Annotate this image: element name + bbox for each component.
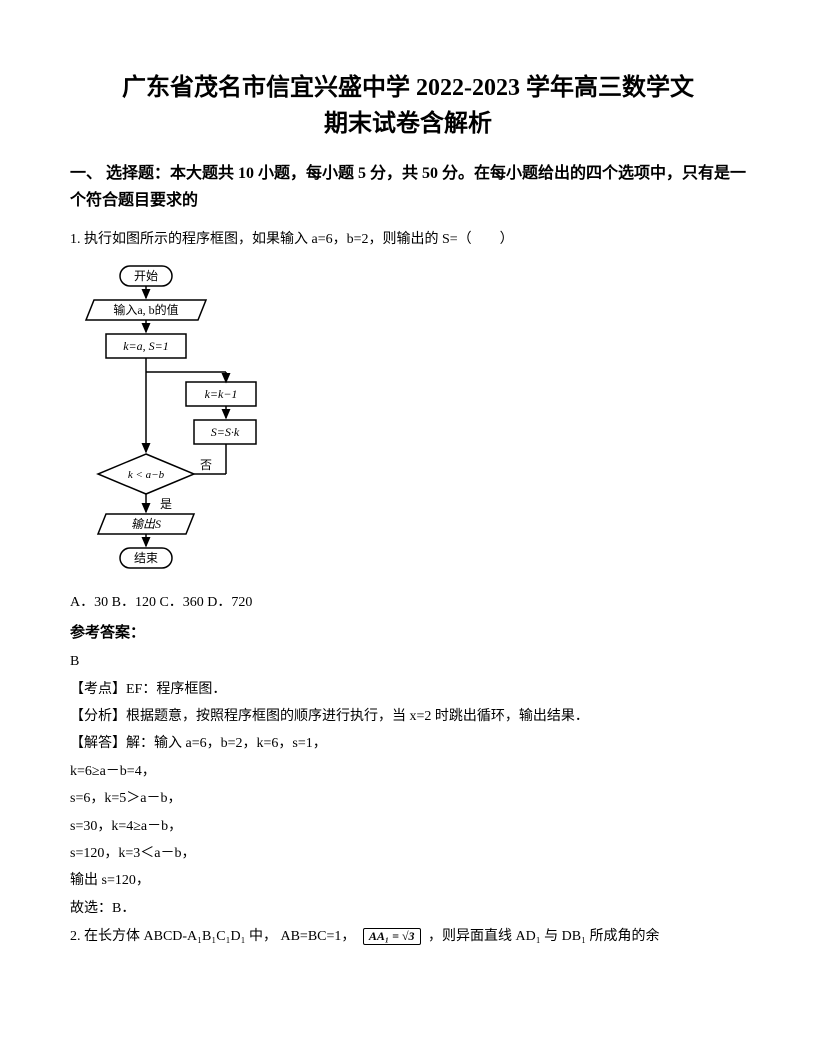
svg-text:输入a, b的值: 输入a, b的值 [113, 302, 178, 317]
q2-suffix: ，则异面直线 AD₁ 与 DB₁ 所成角的余 [428, 929, 659, 944]
q2-formula: AA₁ = √3 [363, 928, 421, 945]
svg-text:S=S·k: S=S·k [211, 425, 240, 439]
svg-text:是: 是 [160, 497, 172, 511]
svg-text:否: 否 [200, 458, 212, 472]
q1-line-2: s=30，k=4≥a－b， [70, 819, 746, 834]
q1-line-1: s=6，k=5＞a－b， [70, 791, 746, 806]
svg-text:开始: 开始 [134, 269, 158, 283]
question-2: 2. 在长方体 ABCD-A₁B₁C₁D₁ 中， AB=BC=1， AA₁ = … [70, 928, 746, 945]
page-title: 广东省茂名市信宜兴盛中学 2022-2023 学年高三数学文 期末试卷含解析 [70, 70, 746, 142]
q2-prefix: 2. 在长方体 ABCD-A₁B₁C₁D₁ 中， AB=BC=1， [70, 929, 355, 944]
q1-line-4: 输出 s=120， [70, 873, 746, 888]
title-line-1: 广东省茂名市信宜兴盛中学 2022-2023 学年高三数学文 [122, 75, 694, 101]
q2-formula-box: AA₁ = √3 [363, 928, 421, 945]
svg-text:输出S: 输出S [131, 517, 161, 531]
q1-analysis: 【分析】根据题意，按照程序框图的顺序进行执行，当 x=2 时跳出循环，输出结果． [70, 709, 746, 724]
flowchart-svg: 开始 输入a, b的值 k=a, S=1 k=k−1 S=S·k k < a [76, 264, 276, 574]
answer-heading: 参考答案： [70, 621, 746, 642]
svg-text:结束: 结束 [134, 551, 158, 565]
svg-text:k < a−b: k < a−b [128, 469, 165, 481]
svg-text:k=a, S=1: k=a, S=1 [123, 339, 169, 353]
exam-page: 广东省茂名市信宜兴盛中学 2022-2023 学年高三数学文 期末试卷含解析 一… [0, 0, 816, 945]
q1-options: A．30 B．120 C．360 D．720 [70, 591, 746, 611]
section-1-heading: 一、 选择题：本大题共 10 小题，每小题 5 分，共 50 分。在每小题给出的… [70, 160, 746, 214]
title-line-2: 期末试卷含解析 [324, 111, 492, 137]
q1-point: 【考点】EF：程序框图． [70, 682, 746, 697]
q1-line-0: k=6≥a－b=4， [70, 764, 746, 779]
svg-text:k=k−1: k=k−1 [205, 387, 238, 401]
q1-answer: B [70, 654, 746, 669]
flowchart: 开始 输入a, b的值 k=a, S=1 k=k−1 S=S·k k < a [76, 264, 746, 579]
q1-line-5: 故选：B． [70, 901, 746, 916]
question-1-text: 1. 执行如图所示的程序框图，如果输入 a=6，b=2，则输出的 S=（ ） [70, 228, 746, 252]
q1-line-3: s=120，k=3＜a－b， [70, 846, 746, 861]
q1-solve: 【解答】解：输入 a=6，b=2，k=6，s=1， [70, 736, 746, 751]
